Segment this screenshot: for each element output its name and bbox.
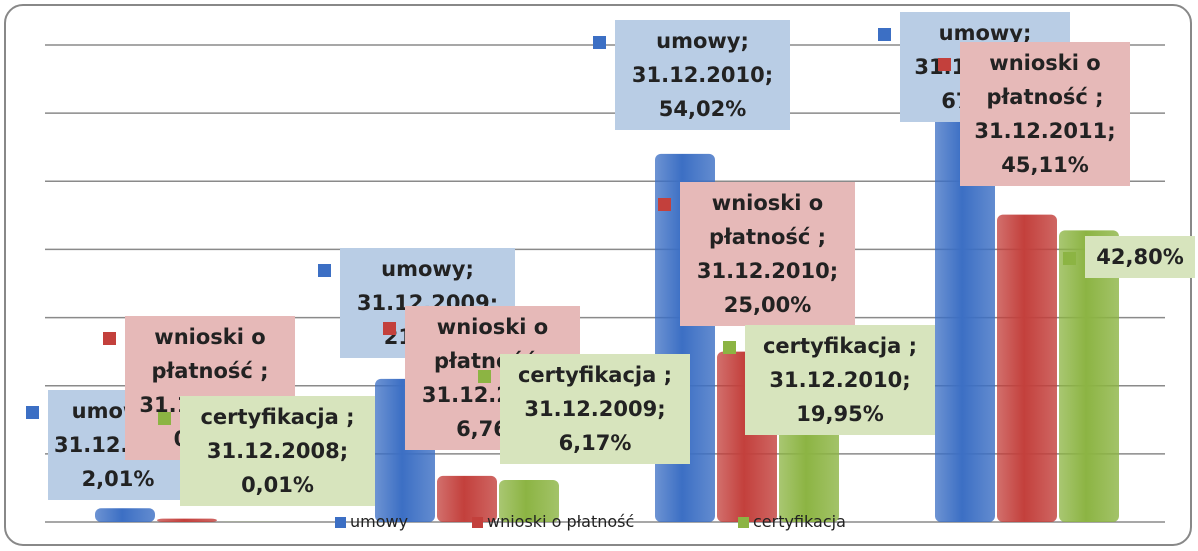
legend-marker [738, 517, 749, 528]
legend-marker [335, 517, 346, 528]
label-marker [1063, 252, 1076, 265]
bar [437, 475, 497, 522]
bar [499, 479, 559, 522]
bar [1059, 230, 1119, 522]
data-label: certyfikacja ; 31.12.2008; 0,01% [180, 396, 375, 506]
bar [997, 214, 1057, 522]
label-marker [878, 28, 891, 41]
label-marker [103, 332, 116, 345]
legend-label: wnioski o płatność [487, 512, 635, 531]
bar [157, 518, 217, 522]
legend-label: umowy [350, 512, 409, 531]
data-label: wnioski o płatność ; 31.12.2011; 45,11% [960, 42, 1130, 186]
label-marker [593, 36, 606, 49]
label-marker [723, 341, 736, 354]
label-marker [478, 370, 491, 383]
legend-label: certyfikacja [753, 512, 846, 531]
data-label: 42,80% [1085, 236, 1195, 278]
label-marker [383, 322, 396, 335]
data-label: wnioski o płatność ; 31.12.2010; 25,00% [680, 182, 855, 326]
data-label: umowy; 31.12.2010; 54,02% [615, 20, 790, 130]
data-label: certyfikacja ; 31.12.2009; 6,17% [500, 354, 690, 464]
label-marker [26, 406, 39, 419]
bar [95, 508, 155, 522]
label-marker [938, 58, 951, 71]
data-label: certyfikacja ; 31.12.2010; 19,95% [745, 325, 935, 435]
legend-marker [472, 517, 483, 528]
label-marker [158, 412, 171, 425]
label-marker [658, 198, 671, 211]
label-marker [318, 264, 331, 277]
